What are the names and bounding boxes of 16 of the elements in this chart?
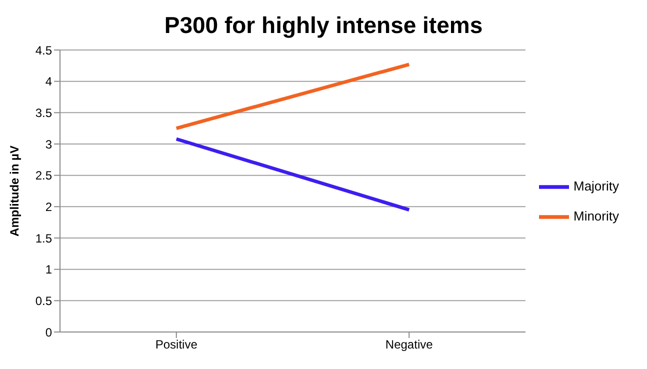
y-tick-label: 2.5: [35, 168, 52, 183]
y-tick-label: 0.5: [35, 294, 52, 308]
y-tick-label: 3.5: [35, 106, 52, 120]
x-tick-label: Positive: [155, 338, 198, 352]
y-tick-label: 3: [45, 137, 52, 152]
x-tick-label: Negative: [385, 338, 434, 352]
legend-label: Majority: [573, 178, 619, 194]
y-tick-label: 4.5: [35, 43, 52, 58]
y-axis-title: Amplitude in µV: [7, 146, 22, 236]
y-tick-label: 4: [45, 74, 52, 89]
chart-title: P300 for highly intense items: [163, 11, 484, 40]
y-tick-label: 1: [45, 262, 52, 277]
y-tick-label: 1.5: [35, 231, 52, 246]
y-tick-label: 2: [45, 200, 52, 214]
legend-label: Minority: [573, 208, 619, 224]
y-tick-label: 0: [45, 325, 52, 340]
